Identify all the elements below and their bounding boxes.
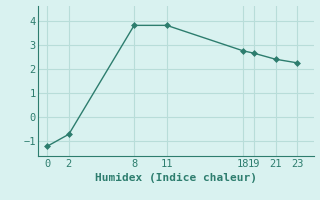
X-axis label: Humidex (Indice chaleur): Humidex (Indice chaleur) <box>95 173 257 183</box>
